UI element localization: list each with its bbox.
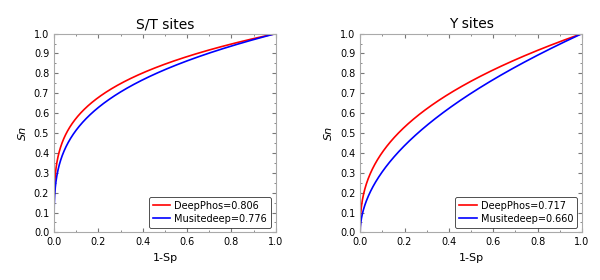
Musitedeep=0.776	[73, 128, 80, 131]
Musitedeep=0.660	[356, 231, 364, 234]
Musitedeep=0.660	[379, 169, 386, 173]
Musitedeep=0.660	[454, 101, 461, 104]
Musitedeep=0.776	[50, 231, 58, 234]
Musitedeep=0.660	[446, 106, 454, 109]
DeepPhos=0.806	[272, 32, 280, 35]
Title: S/T sites: S/T sites	[136, 17, 194, 31]
Musitedeep=0.776	[140, 78, 148, 81]
X-axis label: 1-Sp: 1-Sp	[458, 253, 484, 263]
DeepPhos=0.806	[140, 71, 148, 74]
Legend: DeepPhos=0.806, Musitedeep=0.776: DeepPhos=0.806, Musitedeep=0.776	[149, 197, 271, 228]
DeepPhos=0.717	[533, 49, 541, 52]
DeepPhos=0.806	[223, 43, 230, 47]
Line: DeepPhos=0.806: DeepPhos=0.806	[54, 34, 276, 232]
Musitedeep=0.776	[272, 32, 280, 35]
Musitedeep=0.776	[148, 74, 155, 77]
Musitedeep=0.776	[223, 46, 230, 49]
DeepPhos=0.806	[203, 49, 210, 52]
Musitedeep=0.660	[509, 67, 516, 70]
DeepPhos=0.717	[509, 59, 516, 63]
DeepPhos=0.717	[379, 150, 386, 153]
DeepPhos=0.806	[148, 67, 155, 71]
Y-axis label: Sn: Sn	[325, 126, 334, 140]
X-axis label: 1-Sp: 1-Sp	[152, 253, 178, 263]
DeepPhos=0.806	[227, 43, 235, 46]
Musitedeep=0.776	[227, 45, 235, 48]
Musitedeep=0.660	[533, 54, 541, 57]
DeepPhos=0.717	[446, 92, 454, 95]
Legend: DeepPhos=0.717, Musitedeep=0.660: DeepPhos=0.717, Musitedeep=0.660	[455, 197, 577, 228]
Title: Y sites: Y sites	[449, 17, 494, 31]
Line: Musitedeep=0.660: Musitedeep=0.660	[360, 34, 582, 232]
DeepPhos=0.717	[578, 32, 586, 35]
DeepPhos=0.806	[73, 116, 80, 119]
Musitedeep=0.660	[578, 32, 586, 35]
DeepPhos=0.717	[356, 231, 364, 234]
DeepPhos=0.806	[50, 231, 58, 234]
Musitedeep=0.660	[530, 56, 537, 59]
DeepPhos=0.717	[530, 50, 537, 54]
DeepPhos=0.717	[454, 87, 461, 90]
Y-axis label: Sn: Sn	[18, 126, 28, 140]
Line: DeepPhos=0.717: DeepPhos=0.717	[360, 34, 582, 232]
Musitedeep=0.776	[203, 52, 210, 56]
Line: Musitedeep=0.776: Musitedeep=0.776	[54, 34, 276, 232]
